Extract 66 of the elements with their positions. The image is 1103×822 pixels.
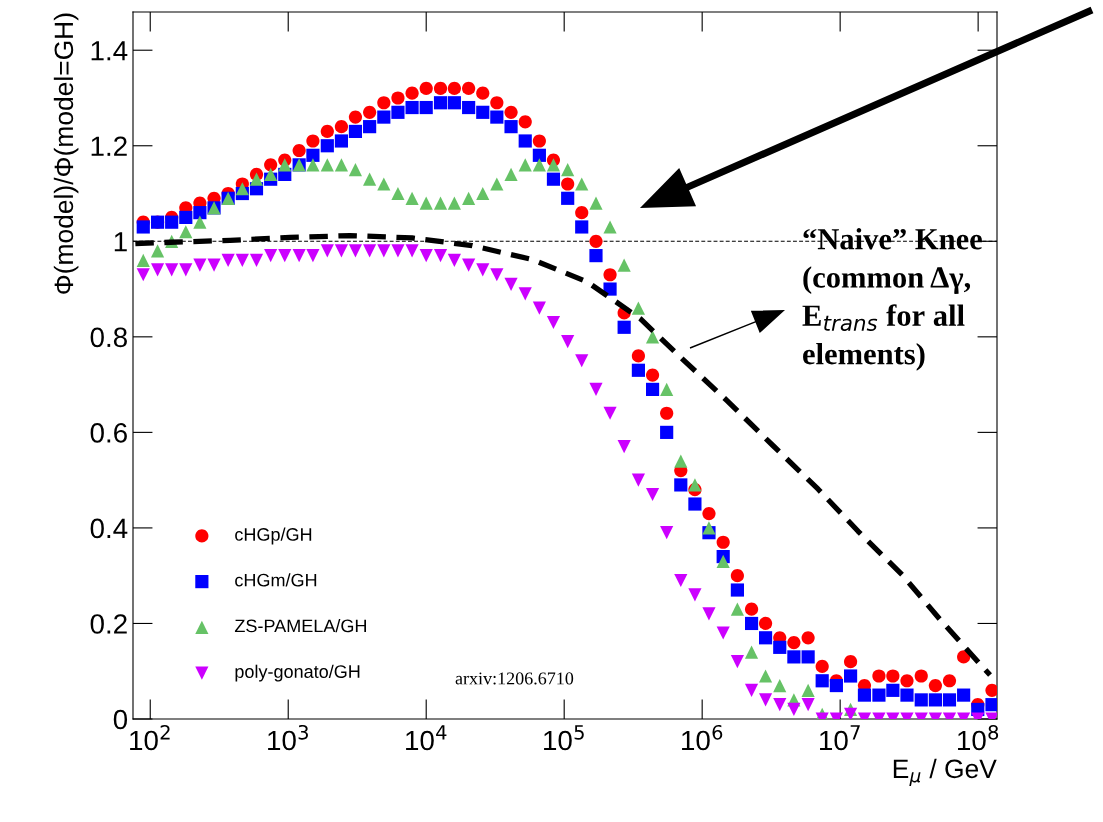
y-tick-label: 1 [114, 232, 127, 252]
point [235, 182, 249, 196]
point [136, 253, 150, 267]
point [688, 478, 702, 492]
point [589, 196, 603, 210]
point [179, 225, 193, 239]
point [617, 258, 631, 272]
point [363, 172, 377, 186]
point [150, 244, 165, 258]
point [278, 158, 292, 172]
y-tick-label: 1.4 [91, 41, 128, 61]
point [348, 163, 363, 177]
point [575, 177, 589, 191]
x-tick-label: 10$^{5}$ [544, 725, 584, 751]
annotation: “Naive” Knee (common Δγ, E$_{trans}$ for all elements) [802, 228, 982, 371]
y-tick-label: 0.2 [90, 614, 127, 634]
point [462, 191, 476, 205]
point [730, 602, 744, 616]
legend-label: cHGp/GH [235, 527, 312, 545]
point [306, 158, 320, 172]
point [433, 196, 448, 210]
y-tick-label: 1.2 [91, 136, 127, 156]
point [419, 196, 433, 210]
point [716, 554, 730, 568]
legend-label: cHGm/GH [235, 573, 317, 587]
point [504, 167, 518, 182]
point [193, 215, 207, 229]
point [377, 177, 391, 191]
point [758, 669, 773, 683]
x-tick-label: 10$^{7}$ [820, 725, 860, 751]
point [264, 167, 278, 182]
point [631, 301, 645, 315]
point [490, 177, 504, 191]
y-axis-title: Φ(model)/Φ(model=GH) [53, 13, 79, 294]
point [447, 196, 461, 210]
point [405, 191, 419, 205]
point [744, 645, 759, 659]
point [334, 158, 349, 172]
x-axis-title: E$_{μ}$ / GeV [893, 758, 997, 787]
point [773, 678, 787, 693]
point [674, 454, 688, 468]
x-tick-label: 10$^{6}$ [682, 724, 723, 751]
point [476, 186, 490, 201]
x-tick-label: 10$^{4}$ [406, 725, 447, 751]
y-tick-label: 0.4 [90, 518, 128, 539]
annotation: arxiv:1206.6710 [455, 672, 574, 685]
point [702, 521, 716, 535]
point [532, 158, 546, 172]
point [320, 158, 334, 172]
x-tick-label: 10$^{2}$ [130, 724, 170, 751]
legend-label: ZS-PAMELA/GH [234, 618, 366, 633]
y-tick-label: 0.6 [90, 423, 127, 443]
legend-label: poly-gonato/GH [235, 664, 360, 682]
point [518, 158, 532, 172]
point [546, 158, 561, 172]
x-tick-label: 10$^{8}$ [958, 724, 999, 751]
point [645, 330, 660, 344]
point [801, 683, 815, 697]
point [561, 163, 575, 177]
point [660, 382, 674, 396]
x-tick-label: 10$^{3}$ [268, 724, 308, 751]
y-tick-label: 0.8 [90, 327, 127, 348]
point [249, 172, 264, 186]
point [391, 186, 405, 201]
point [603, 220, 617, 234]
y-tick-label: 0 [113, 709, 128, 730]
